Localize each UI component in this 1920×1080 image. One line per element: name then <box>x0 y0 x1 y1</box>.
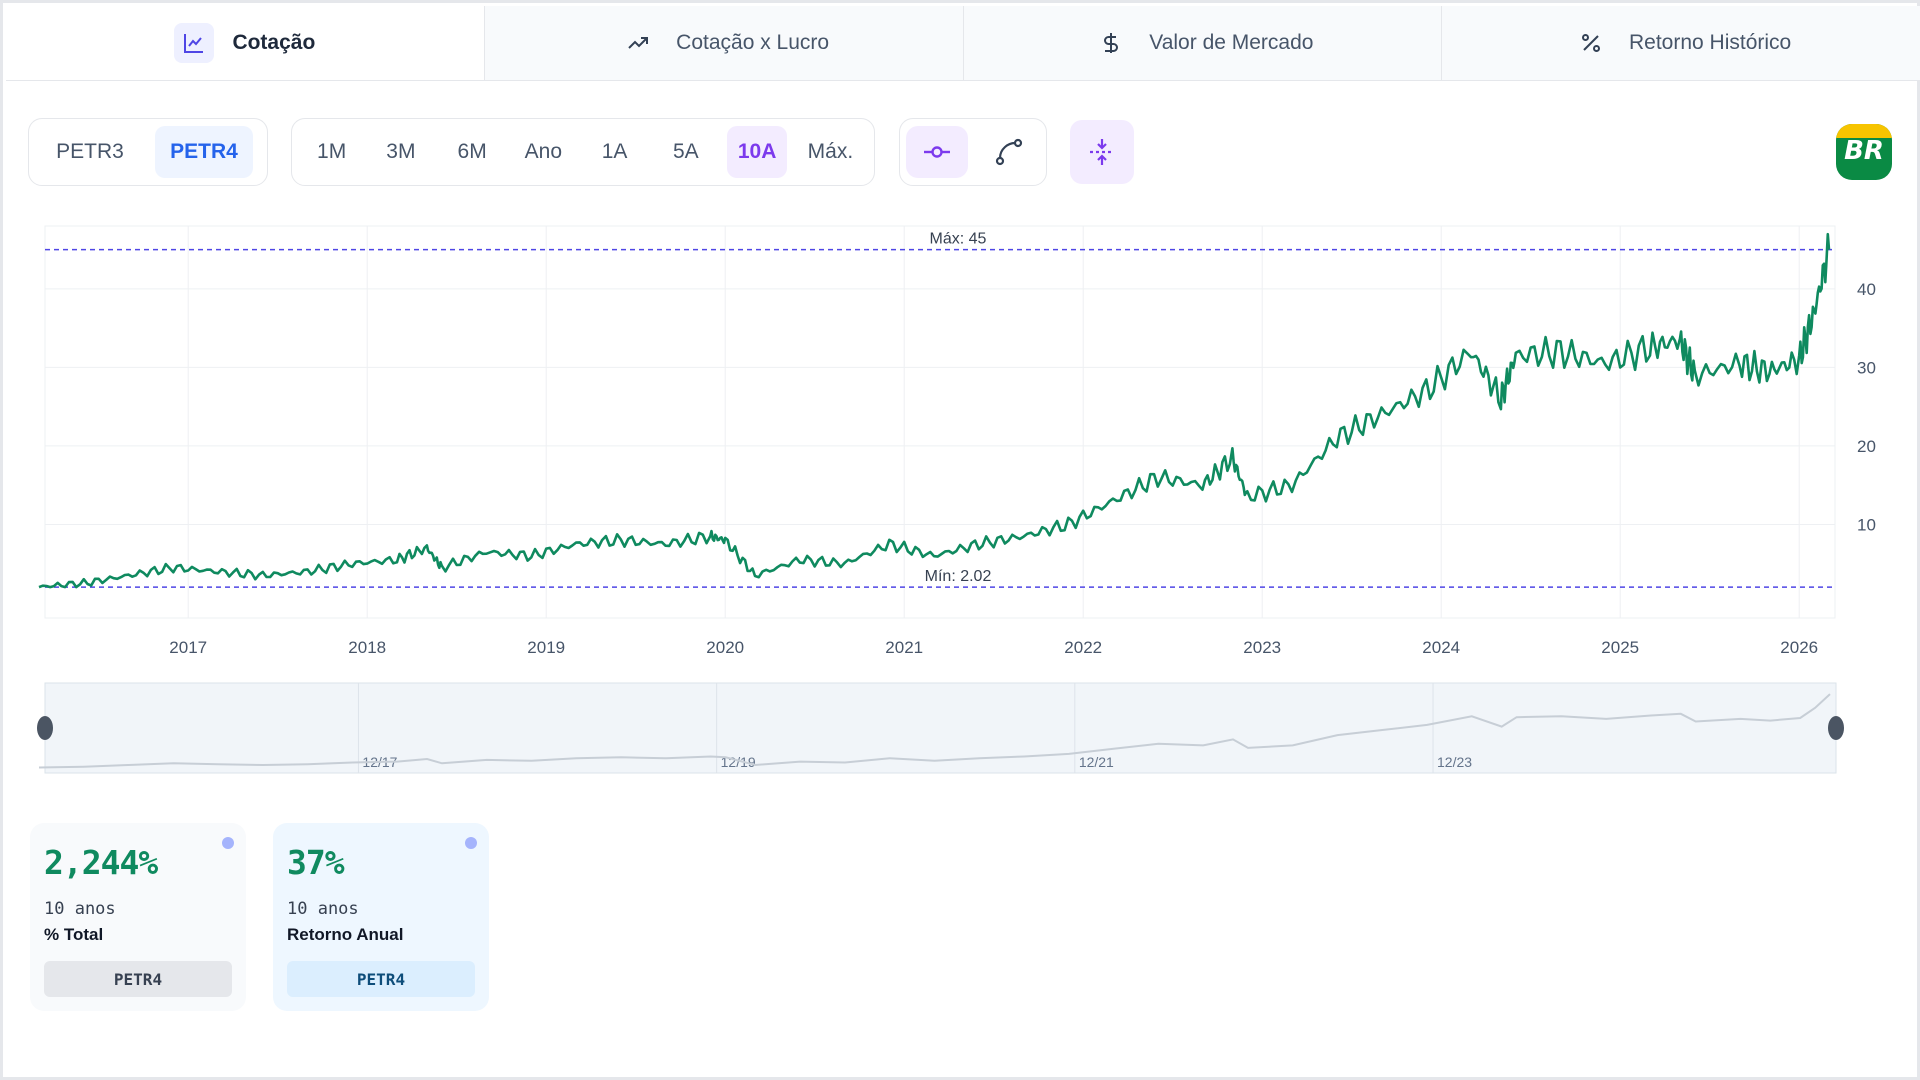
period-selector: 1M 3M 6M Ano 1A 5A 10A Máx. <box>291 118 875 186</box>
period-6m-button[interactable]: 6M <box>457 140 487 163</box>
period-1a-button[interactable]: 1A <box>601 140 628 163</box>
navigator-left-handle <box>37 716 53 740</box>
tab-cotacao-x-lucro[interactable]: Cotação x Lucro <box>483 6 963 80</box>
annual-return-period: 10 anos <box>287 899 359 919</box>
total-return-card: 2,244% 10 anos % Total PETR4 <box>30 823 246 1011</box>
x-tick-label: 2026 <box>1780 638 1818 657</box>
period-5a-button[interactable]: 5A <box>672 140 699 163</box>
period-max-button[interactable]: Máx. <box>807 140 854 163</box>
annual-return-value: 37% <box>287 843 345 882</box>
y-tick-label: 20 <box>1857 437 1876 456</box>
line-mode-icon[interactable] <box>906 126 968 178</box>
chart-tools <box>899 118 1047 186</box>
total-return-period: 10 anos <box>44 899 116 919</box>
x-tick-label: 2025 <box>1601 638 1639 657</box>
status-dot <box>222 837 234 849</box>
percent-icon <box>1571 23 1611 63</box>
ticker-selector: PETR3 PETR4 <box>28 118 268 186</box>
y-tick-label: 10 <box>1857 515 1876 534</box>
tab-retorno-historico[interactable]: Retorno Histórico <box>1441 6 1920 80</box>
range-navigator[interactable]: 12/17 12/19 12/21 12/23 <box>28 678 1878 778</box>
line-chart-icon <box>174 23 215 63</box>
y-tick-label: 40 <box>1857 280 1876 299</box>
total-return-value: 2,244% <box>44 843 158 882</box>
tab-label: Cotação x Lucro <box>676 31 830 54</box>
tab-cotacao[interactable]: Cotação <box>6 6 484 80</box>
tab-label: Cotação <box>232 31 316 54</box>
max-label: Máx: 45 <box>930 231 987 248</box>
x-tick-label: 2023 <box>1243 638 1281 657</box>
navigator-label: 12/23 <box>1437 754 1472 770</box>
period-ano-button[interactable]: Ano <box>524 140 563 163</box>
status-dot <box>465 837 477 849</box>
top-tabs: Cotação Cotação x Lucro Valor de Mercado… <box>6 6 1920 81</box>
y-tick-label: 30 <box>1857 358 1876 377</box>
plot-area <box>44 225 1836 619</box>
navigator-right-handle <box>1828 716 1844 740</box>
x-tick-label: 2020 <box>706 638 744 657</box>
ticker-petr3-button[interactable]: PETR3 <box>56 140 124 163</box>
x-tick-label: 2019 <box>527 638 565 657</box>
annual-return-ticker: PETR4 <box>287 961 475 997</box>
compress-icon[interactable] <box>1070 120 1134 184</box>
x-tick-label: 2022 <box>1064 638 1102 657</box>
x-tick-label: 2021 <box>885 638 923 657</box>
min-label: Mín: 2.02 <box>925 568 992 585</box>
trending-up-icon <box>618 23 658 63</box>
x-tick-label: 2024 <box>1422 638 1460 657</box>
navigator-label: 12/21 <box>1079 754 1114 770</box>
period-3m-button[interactable]: 3M <box>386 140 416 163</box>
tab-label: Valor de Mercado <box>1149 31 1314 54</box>
navigator-line <box>38 693 1831 769</box>
annual-return-card: 37% 10 anos Retorno Anual PETR4 <box>273 823 489 1011</box>
x-tick-label: 2018 <box>348 638 386 657</box>
tab-label: Retorno Histórico <box>1629 31 1792 54</box>
petrobras-logo: BR <box>1836 124 1892 180</box>
tab-valor-de-mercado[interactable]: Valor de Mercado <box>962 6 1442 80</box>
series-line <box>38 232 1831 589</box>
annual-return-label: Retorno Anual <box>287 925 404 944</box>
compress-group <box>1070 118 1134 186</box>
period-10a-button[interactable]: 10A <box>727 126 787 178</box>
period-1m-button[interactable]: 1M <box>317 140 347 163</box>
price-chart[interactable]: 10 20 30 40 2017 2018 2019 2020 2021 2022 2023 2024… <box>3 218 1903 658</box>
smooth-curve-icon[interactable] <box>978 126 1040 178</box>
x-tick-label: 2017 <box>169 638 207 657</box>
total-return-ticker: PETR4 <box>44 961 232 997</box>
total-return-label: % Total <box>44 925 104 944</box>
navigator-window <box>44 682 1837 774</box>
ticker-petr4-button[interactable]: PETR4 <box>155 126 253 178</box>
dollar-icon <box>1091 23 1131 63</box>
